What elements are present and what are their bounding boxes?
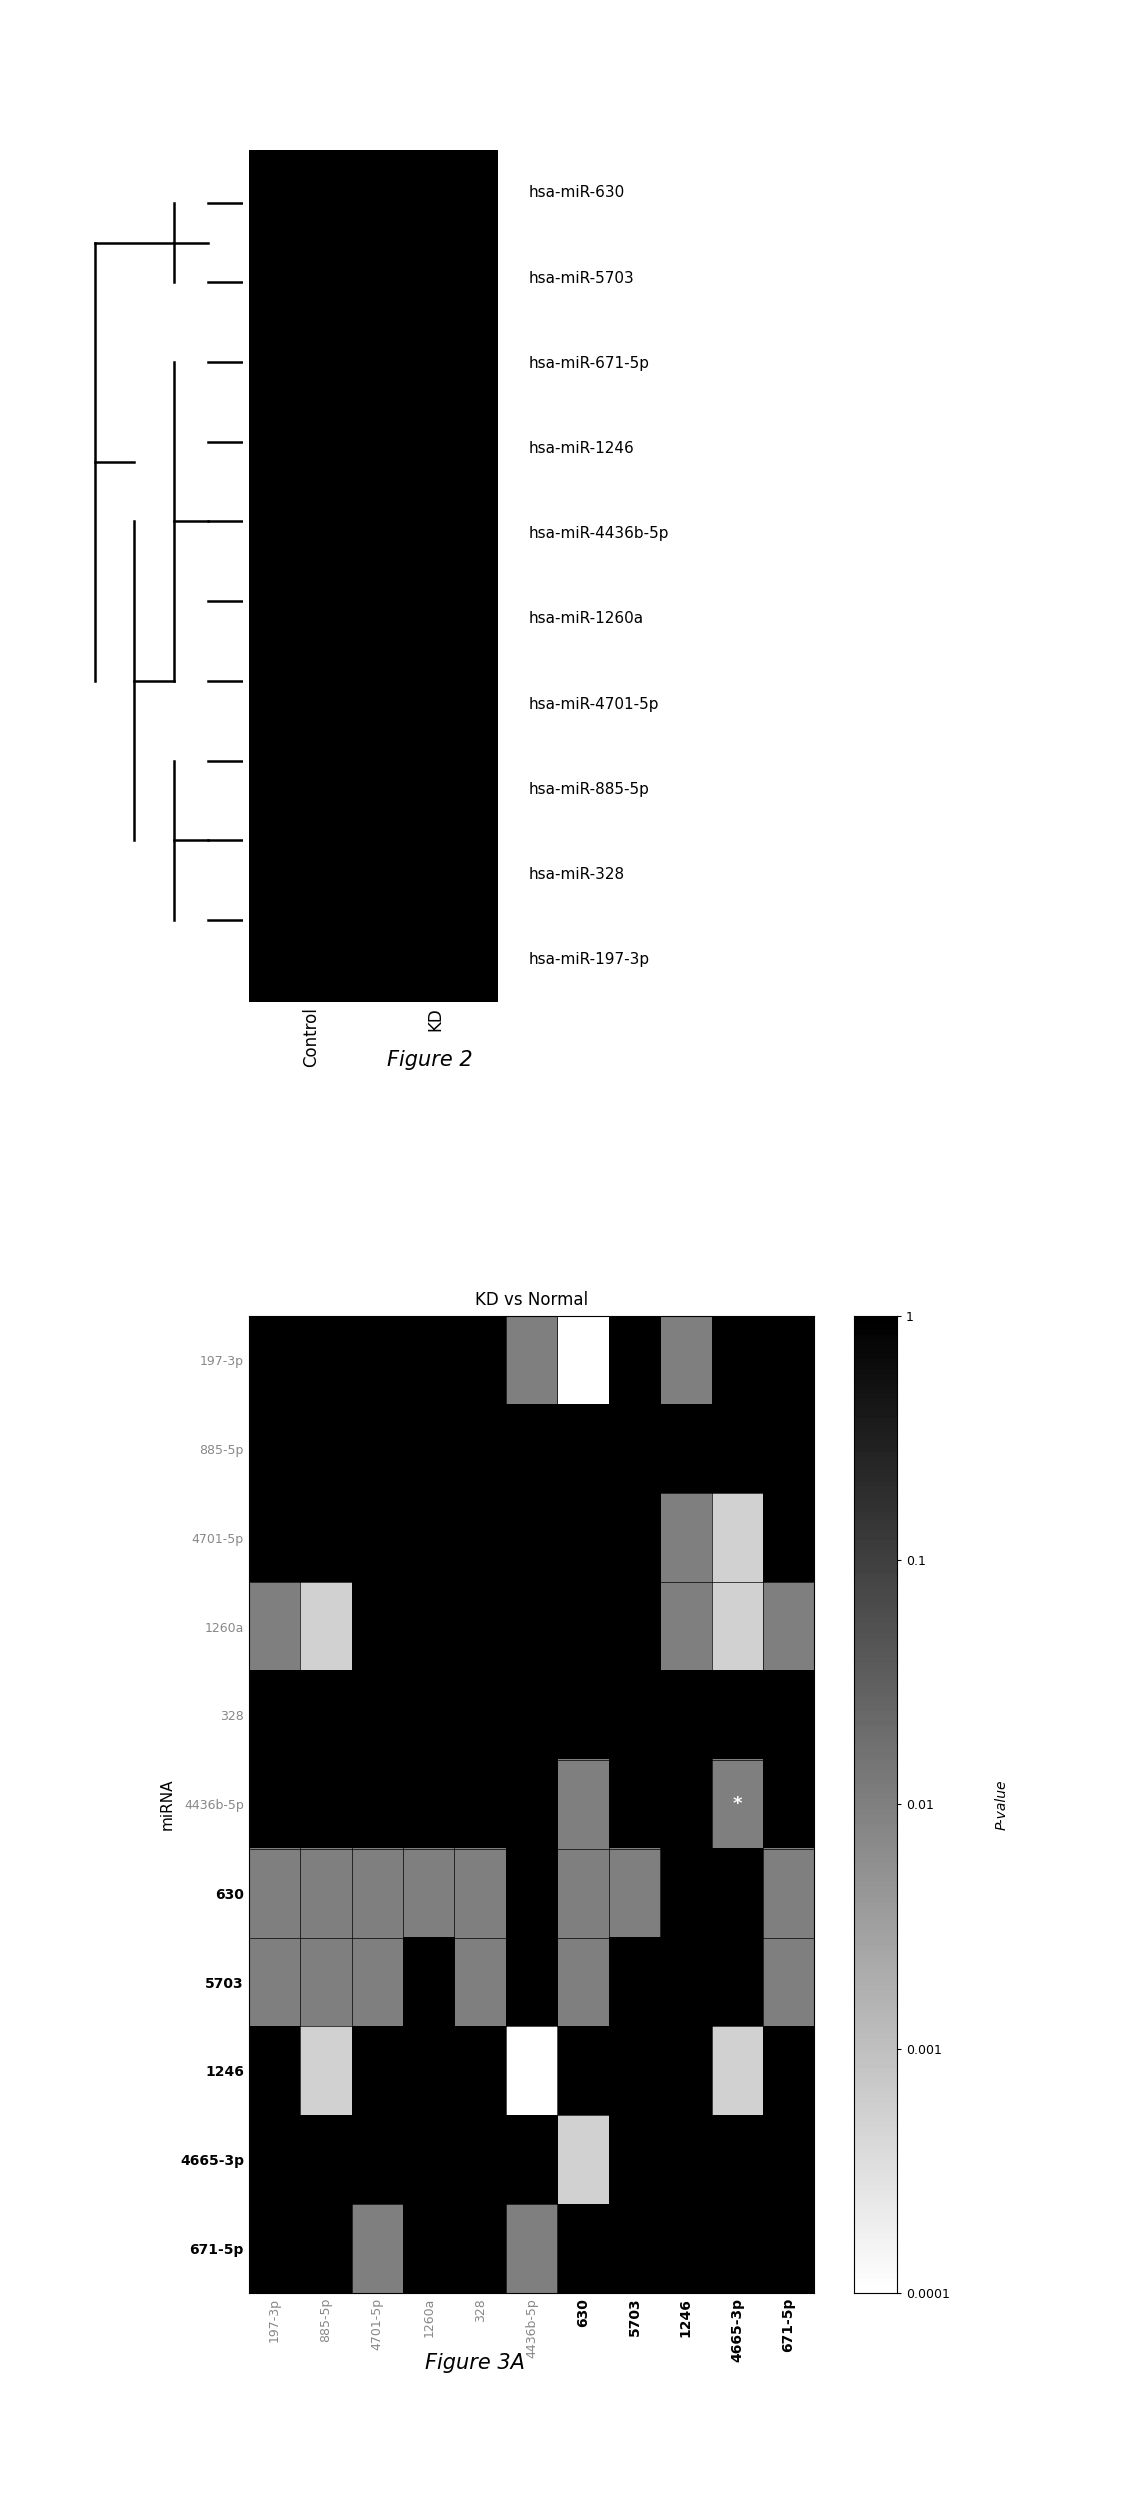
Text: hsa-miR-4436b-5p: hsa-miR-4436b-5p [528,526,670,541]
Text: hsa-miR-630: hsa-miR-630 [528,185,625,200]
Y-axis label: miRNA: miRNA [159,1779,174,1829]
Text: Figure 2: Figure 2 [387,1050,473,1070]
Text: hsa-miR-1246: hsa-miR-1246 [528,441,634,456]
Text: hsa-miR-1260a: hsa-miR-1260a [528,611,644,626]
Text: hsa-miR-328: hsa-miR-328 [528,867,624,882]
Text: hsa-miR-671-5p: hsa-miR-671-5p [528,356,649,371]
Y-axis label: P-value: P-value [994,1779,1008,1829]
Text: Figure 3A: Figure 3A [425,2353,525,2373]
Text: *: * [527,2062,536,2080]
Text: hsa-miR-885-5p: hsa-miR-885-5p [528,782,649,797]
Text: hsa-miR-4701-5p: hsa-miR-4701-5p [528,697,659,712]
Text: hsa-miR-5703: hsa-miR-5703 [528,271,634,286]
Text: hsa-miR-197-3p: hsa-miR-197-3p [528,952,650,967]
Text: *: * [733,1794,742,1814]
Title: KD vs Normal: KD vs Normal [475,1291,588,1308]
